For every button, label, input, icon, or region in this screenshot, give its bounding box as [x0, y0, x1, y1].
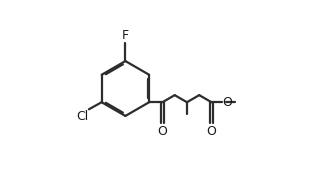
Text: O: O: [158, 125, 167, 138]
Text: F: F: [122, 29, 129, 42]
Text: O: O: [222, 96, 232, 109]
Text: Cl: Cl: [76, 110, 88, 123]
Text: O: O: [206, 125, 216, 138]
